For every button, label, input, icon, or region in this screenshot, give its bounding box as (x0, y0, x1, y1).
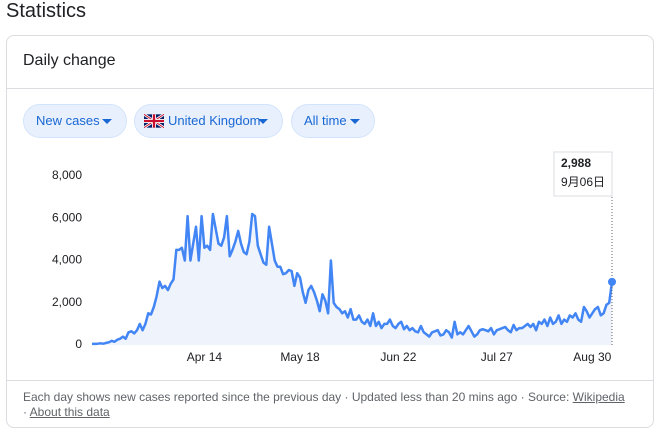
x-tick-label: Jun 22 (380, 350, 416, 364)
footer: Each day shows new cases reported since … (23, 390, 625, 419)
divider (7, 88, 653, 89)
footer-note: Each day shows new cases reported since … (23, 390, 570, 404)
y-tick-label: 0 (75, 337, 82, 351)
chip[interactable]: United Kingdom (134, 104, 283, 138)
x-tick-label: Aug 30 (573, 350, 611, 364)
y-tick-label: 4,000 (52, 253, 82, 267)
x-tick-label: May 18 (280, 350, 320, 364)
point (608, 277, 616, 286)
x-tick-label: Jul 27 (481, 350, 513, 364)
y-tick-label: 6,000 (52, 210, 82, 224)
divider (7, 380, 653, 381)
y-tick-label: 2,000 (52, 295, 82, 309)
y-tick-label: 8,000 (52, 168, 82, 182)
chip-label: All time (304, 113, 347, 128)
line (92, 212, 614, 346)
chip-label: New cases (36, 113, 100, 128)
about-link[interactable]: About this data (29, 405, 110, 419)
tooltip-date: 9月06日 (561, 175, 605, 189)
card: Daily change New cases United Kingdom Al… (6, 35, 654, 428)
area (92, 214, 612, 345)
chip[interactable]: New cases (23, 104, 127, 138)
tooltip-value: 2,988 (561, 156, 591, 170)
chip-label: United Kingdom (168, 113, 261, 128)
x-tick-label: Apr 14 (187, 350, 223, 364)
page-title: Statistics (6, 0, 87, 22)
flag (144, 114, 164, 128)
source-link[interactable]: Wikipedia (572, 390, 625, 404)
tooltip (553, 151, 613, 197)
card-title: Daily change (23, 52, 116, 69)
chip[interactable]: All time (291, 104, 375, 138)
